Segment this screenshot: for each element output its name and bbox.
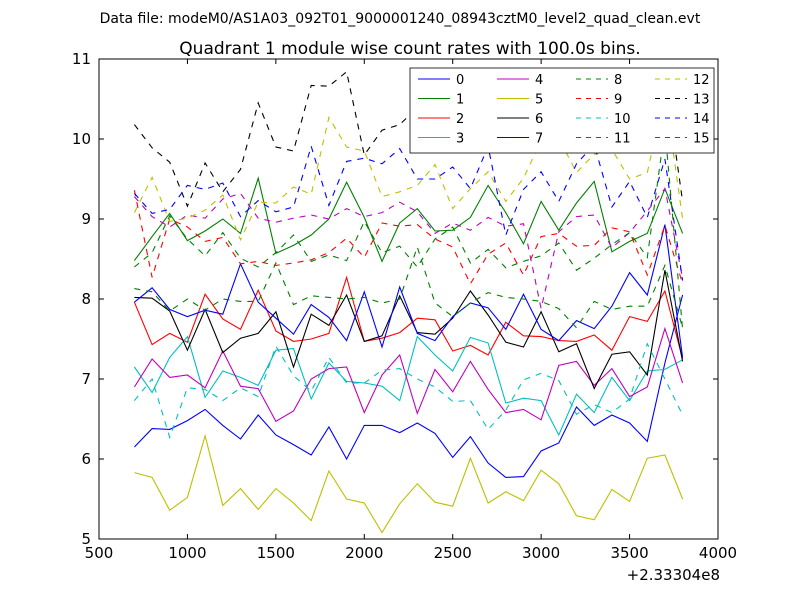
series-line-5 [134,433,684,534]
legend-box [409,67,715,154]
y-tick-label: 5 [81,530,91,548]
y-tick-label: 10 [72,130,91,148]
x-tick-label: 1000 [168,544,206,562]
x-offset-label: +2.33304e8 [627,566,720,584]
series-line-0 [134,294,684,478]
series-line-11 [133,187,684,309]
legend-label-3: 3 [456,132,464,147]
x-tick-label: 3000 [522,544,560,562]
legend-label-4: 4 [535,73,543,88]
series-line-10 [133,342,684,440]
y-tick-label: 6 [81,450,91,468]
series-line-1 [133,176,684,263]
legend-label-11: 11 [614,132,631,147]
legend-label-13: 13 [693,93,710,108]
series-line-6 [134,270,684,390]
series-line-9 [133,190,684,285]
legend-label-6: 6 [535,112,543,127]
legend-label-8: 8 [614,73,622,88]
x-tick-label: 3500 [610,544,648,562]
legend-label-14: 14 [693,112,710,127]
series-line-3 [133,335,683,437]
series-line-8 [134,245,684,329]
legend-label-1: 1 [456,93,464,108]
y-tick-label: 7 [81,370,91,388]
legend-label-7: 7 [535,132,543,147]
x-tick-label: 2500 [434,544,472,562]
legend-label-10: 10 [614,112,631,127]
legend-label-0: 0 [456,73,464,88]
y-tick-label: 11 [72,50,91,68]
legend-label-5: 5 [535,93,543,108]
figure-suptitle: Data file: modeM0/AS1A03_092T01_90000012… [100,11,701,27]
legend-label-2: 2 [456,112,464,127]
x-tick-label: 1500 [257,544,295,562]
series-line-12 [133,91,684,242]
chart-title: Quadrant 1 module wise count rates with … [179,39,640,59]
legend-label-9: 9 [614,93,622,108]
x-tick-label: 4000 [699,544,737,562]
series-line-2 [133,275,684,360]
series-line-7 [134,224,684,358]
legend-label-15: 15 [693,132,710,147]
y-tick-label: 8 [81,290,91,308]
y-tick-label: 9 [81,210,91,228]
legend-label-12: 12 [693,73,710,88]
x-tick-label: 2000 [345,544,383,562]
series-line-13 [133,70,684,208]
series-line-15 [134,128,684,330]
x-tick-label: 500 [85,544,114,562]
